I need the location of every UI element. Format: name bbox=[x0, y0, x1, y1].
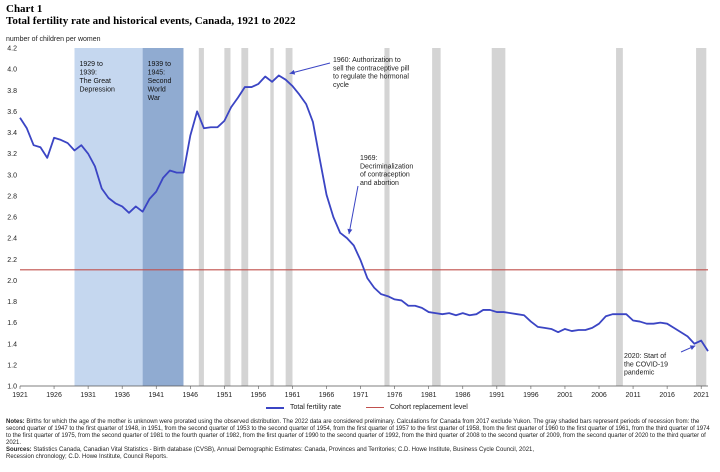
x-tick-label: 1966 bbox=[319, 392, 335, 399]
y-tick-label: 3.8 bbox=[7, 88, 17, 95]
y-tick-label: 1.2 bbox=[7, 362, 17, 369]
sources-text: Statistics Canada, Canadian Vital Statis… bbox=[33, 447, 535, 454]
y-tick-label: 1.8 bbox=[7, 299, 17, 306]
fertility-chart: 1929 to 1939: The Great Depression 1939 to 19… bbox=[7, 46, 709, 400]
recession-bar-3 bbox=[270, 48, 274, 386]
notes-section: Notes: Births for which the age of the m… bbox=[6, 419, 714, 462]
y-tick-label: 2.0 bbox=[7, 278, 17, 285]
shaded-period-label-1: 1939 to 1945: Second World War bbox=[148, 61, 172, 102]
x-tick-label: 1921 bbox=[12, 392, 28, 399]
x-tick-label: 2001 bbox=[557, 392, 573, 399]
x-tick-label: 1936 bbox=[114, 392, 130, 399]
x-tick-label: 2016 bbox=[659, 392, 675, 399]
legend: Total fertility rate Cohort replacement … bbox=[0, 404, 720, 416]
y-tick-label: 1.6 bbox=[7, 320, 17, 327]
x-tick-label: 1971 bbox=[353, 392, 369, 399]
x-tick-label: 1946 bbox=[183, 392, 199, 399]
chart-label: Chart 1 bbox=[6, 3, 43, 15]
shaded-period-1 bbox=[142, 48, 184, 386]
x-tick-label: 1991 bbox=[489, 392, 505, 399]
x-tick-label: 2011 bbox=[626, 392, 641, 399]
y-tick-label: 1.0 bbox=[7, 384, 17, 391]
notes-paragraph: Notes: Births for which the age of the m… bbox=[6, 419, 714, 447]
legend-item-fertility: Total fertility rate bbox=[266, 404, 341, 411]
recession-bar-6 bbox=[432, 48, 441, 386]
notes-label: Notes: bbox=[6, 419, 25, 425]
annotation-covid: 2020: Start of the COVID-19 pandemic bbox=[624, 353, 668, 377]
y-tick-label: 3.0 bbox=[7, 172, 17, 179]
legend-label-fertility: Total fertility rate bbox=[290, 404, 341, 411]
x-tick-label: 1976 bbox=[387, 392, 403, 399]
legend-label-replacement: Cohort replacement level bbox=[390, 404, 468, 411]
legend-swatch-replacement bbox=[366, 407, 384, 408]
chart-title: Total fertility rate and historical even… bbox=[6, 15, 296, 27]
y-tick-label: 4.0 bbox=[7, 67, 17, 74]
recession-bar-9 bbox=[696, 48, 707, 386]
y-tick-label: 2.4 bbox=[7, 236, 17, 243]
annotation-pill-arrow bbox=[289, 62, 331, 75]
y-tick-label: 3.6 bbox=[7, 109, 17, 116]
y-tick-label: 2.8 bbox=[7, 193, 17, 200]
sources-paragraph-2: Recession chronology; C.D. Howe Institut… bbox=[6, 454, 714, 461]
x-tick-label: 1981 bbox=[421, 392, 437, 399]
x-tick-label: 1996 bbox=[523, 392, 539, 399]
y-tick-label: 2.2 bbox=[7, 257, 17, 264]
sources-label: Sources: bbox=[6, 447, 32, 454]
recession-bar-0 bbox=[198, 48, 204, 386]
x-tick-label: 1951 bbox=[217, 392, 233, 399]
recession-bar-2 bbox=[241, 48, 249, 386]
legend-swatch-fertility bbox=[266, 406, 284, 409]
y-axis-label: number of children per women bbox=[6, 36, 101, 43]
y-tick-label: 2.6 bbox=[7, 215, 17, 222]
annotation-decriminalization-arrow-head bbox=[347, 228, 353, 235]
x-tick-label: 1986 bbox=[455, 392, 471, 399]
x-tick-label: 1956 bbox=[251, 392, 267, 399]
recession-bar-5 bbox=[384, 48, 390, 386]
fertility-rate-line bbox=[19, 74, 709, 352]
x-tick-label: 1941 bbox=[148, 392, 164, 399]
sources-paragraph: Sources: Statistics Canada, Canadian Vit… bbox=[6, 447, 714, 454]
y-tick-label: 3.4 bbox=[7, 130, 17, 137]
annotation-decriminalization: 1969: Decriminalization of contraception an… bbox=[360, 155, 413, 187]
annotation-pill-arrow-head bbox=[289, 69, 296, 75]
sources-text-2: Recession chronology; C.D. Howe Institut… bbox=[6, 454, 168, 461]
recession-bar-8 bbox=[616, 48, 623, 386]
annotation-pill: 1960: Authorization to sell the contracep… bbox=[333, 57, 410, 89]
recession-bar-7 bbox=[491, 48, 506, 386]
x-tick-label: 1961 bbox=[285, 392, 301, 399]
recession-bar-1 bbox=[224, 48, 231, 386]
shaded-period-label-0: 1929 to 1939: The Great Depression bbox=[79, 61, 115, 94]
annotation-decriminalization-arrow bbox=[348, 185, 359, 235]
recession-bar-4 bbox=[285, 48, 293, 386]
annotation-covid-arrow-head bbox=[689, 345, 696, 350]
shaded-period-0 bbox=[74, 48, 143, 386]
y-tick-label: 1.4 bbox=[7, 341, 17, 348]
x-tick-label: 1931 bbox=[80, 392, 96, 399]
x-tick-label: 2021 bbox=[693, 392, 709, 399]
x-tick-label: 1926 bbox=[46, 392, 62, 399]
y-tick-label: 3.2 bbox=[7, 151, 17, 158]
x-tick-label: 2006 bbox=[591, 392, 607, 399]
legend-item-replacement: Cohort replacement level bbox=[366, 404, 468, 411]
y-tick-label: 4.2 bbox=[7, 46, 17, 53]
notes-text: Births for which the age of the mother i… bbox=[6, 419, 710, 447]
